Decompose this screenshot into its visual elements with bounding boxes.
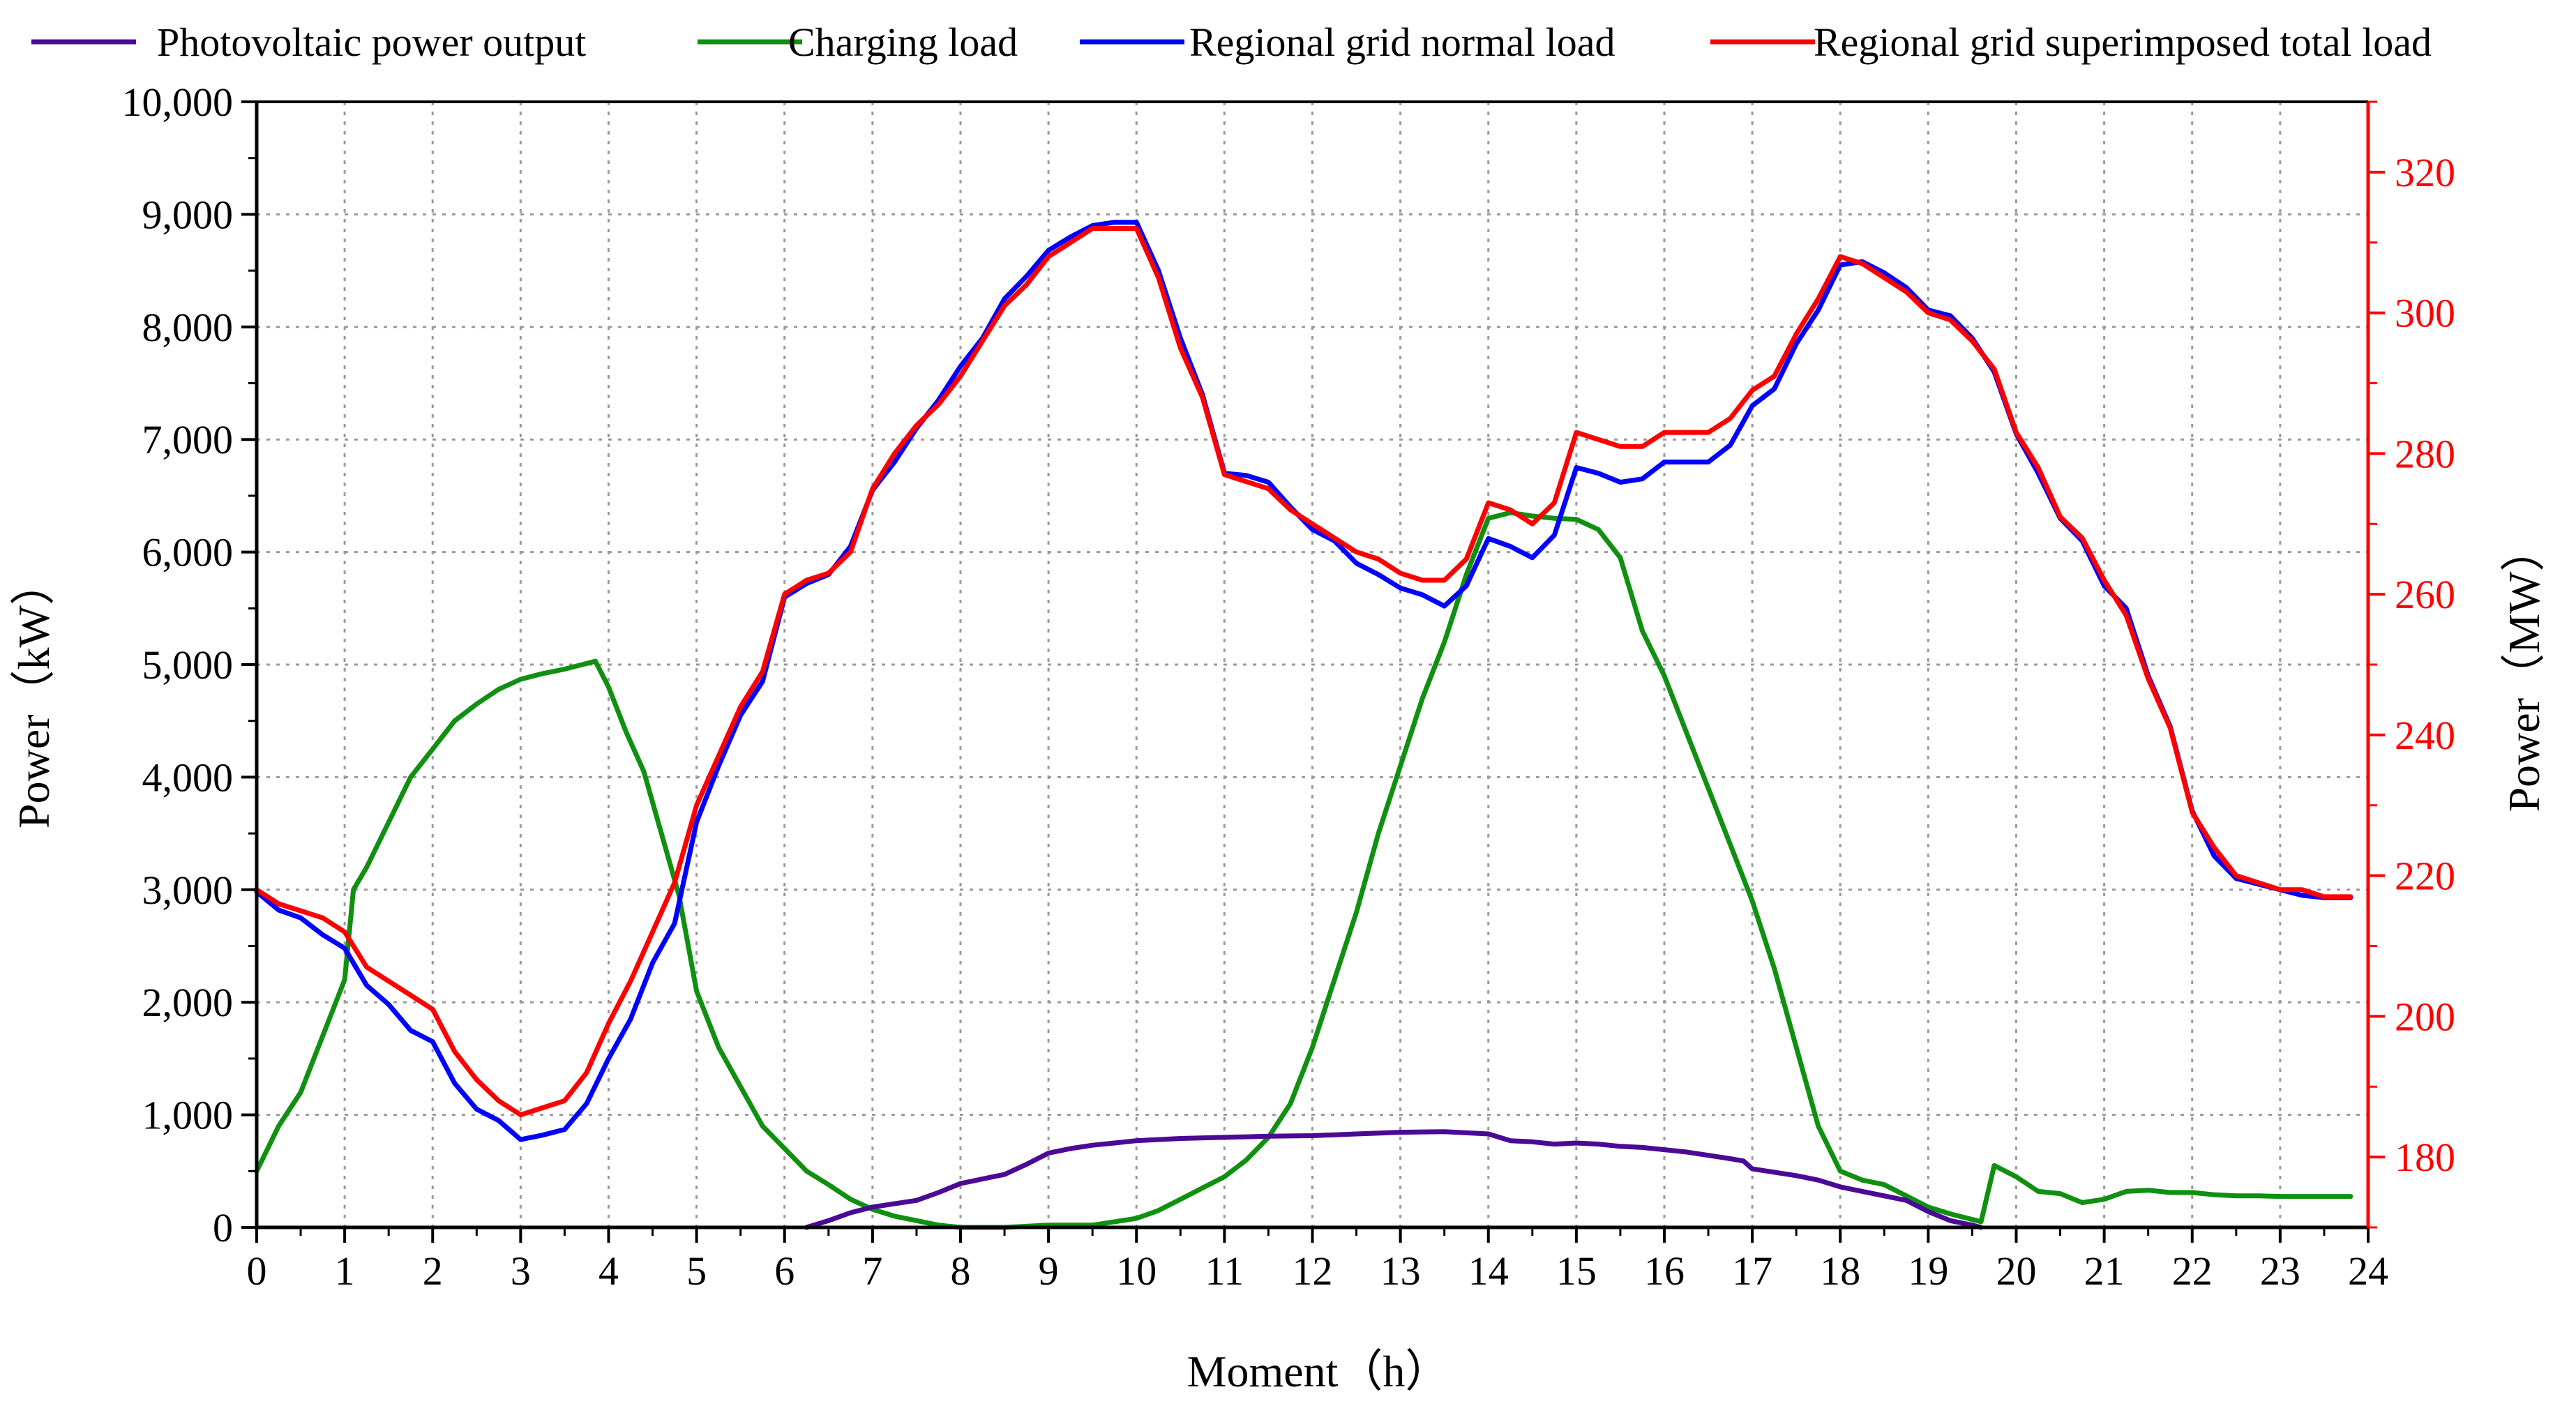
x-tick-label: 7 <box>862 1248 882 1294</box>
y-left-tick-label: 2,000 <box>142 980 234 1025</box>
x-tick-label: 22 <box>2172 1248 2213 1294</box>
y-right-tick-label: 200 <box>2395 994 2455 1039</box>
y-axis-title-right: Power（MW） <box>2499 527 2549 812</box>
y-left-tick-label: 3,000 <box>142 868 234 913</box>
x-tick-label: 18 <box>1820 1248 1860 1294</box>
x-tick-label: 0 <box>247 1248 267 1294</box>
legend: Photovoltaic power output Charging load Re… <box>31 20 2432 65</box>
x-tick-label: 14 <box>1468 1248 1509 1294</box>
series-line-charging-load <box>254 510 2353 1230</box>
legend-label: Regional grid normal load <box>1189 20 1615 65</box>
series-group <box>254 220 2353 1230</box>
y-right-tick-label: 180 <box>2395 1135 2455 1180</box>
x-tick-label: 4 <box>598 1248 619 1294</box>
x-tick-label: 17 <box>1732 1248 1772 1294</box>
x-tick-label: 9 <box>1039 1248 1059 1294</box>
x-tick-label: 5 <box>686 1248 707 1294</box>
x-tick-label: 11 <box>1205 1248 1244 1294</box>
x-tick-label: 15 <box>1556 1248 1597 1294</box>
x-tick-label: 3 <box>511 1248 531 1294</box>
x-tick-label: 20 <box>1996 1248 2037 1294</box>
y-left-tick-label: 10,000 <box>122 80 234 125</box>
x-tick-label: 12 <box>1293 1248 1333 1294</box>
y-left-tick-label: 8,000 <box>142 305 234 350</box>
y-right-tick-label: 260 <box>2395 572 2455 617</box>
y-left-tick-label: 0 <box>213 1205 233 1250</box>
y-right-tick-label: 320 <box>2395 150 2455 195</box>
axes: 0 1 2 3 4 5 6 7 8 9 10 11 12 13 14 15 16 17 18 19 20 21 22 23 24… <box>122 80 2456 1294</box>
y-right-tick-label: 240 <box>2395 713 2455 758</box>
x-tick-label: 23 <box>2260 1248 2300 1294</box>
x-tick-label: 2 <box>423 1248 443 1294</box>
series-line-regional-grid-superimposed-total-load <box>254 226 2353 1118</box>
x-tick-label: 1 <box>335 1248 355 1294</box>
x-tick-label: 16 <box>1644 1248 1685 1294</box>
grid <box>257 102 2368 1227</box>
series-line-photovoltaic-power-output <box>804 1129 1984 1230</box>
y-left-tick-label: 9,000 <box>142 192 234 237</box>
legend-label: Regional grid superimposed total load <box>1814 20 2432 65</box>
x-axis-title: Moment（h） <box>1187 1347 1450 1396</box>
x-tick-label: 24 <box>2348 1248 2388 1294</box>
y-left-tick-label: 7,000 <box>142 417 234 462</box>
legend-label: Charging load <box>788 20 1018 65</box>
y-right-tick-label: 300 <box>2395 291 2455 336</box>
x-tick-label: 8 <box>951 1248 971 1294</box>
y-right-tick-label: 280 <box>2395 431 2455 476</box>
x-tick-label: 19 <box>1908 1248 1948 1294</box>
x-tick-label: 13 <box>1380 1248 1421 1294</box>
y-right-tick-label: 220 <box>2395 854 2455 899</box>
y-axis-title-left: Power（kW） <box>9 561 59 828</box>
x-tick-label: 6 <box>774 1248 794 1294</box>
y-left-tick-label: 5,000 <box>142 642 234 688</box>
x-tick-label: 21 <box>2084 1248 2125 1294</box>
y-left-tick-label: 6,000 <box>142 530 234 575</box>
legend-label: Photovoltaic power output <box>157 20 586 65</box>
y-left-tick-label: 4,000 <box>142 755 234 800</box>
y-left-tick-label: 1,000 <box>142 1093 234 1138</box>
x-tick-label: 10 <box>1116 1248 1157 1294</box>
